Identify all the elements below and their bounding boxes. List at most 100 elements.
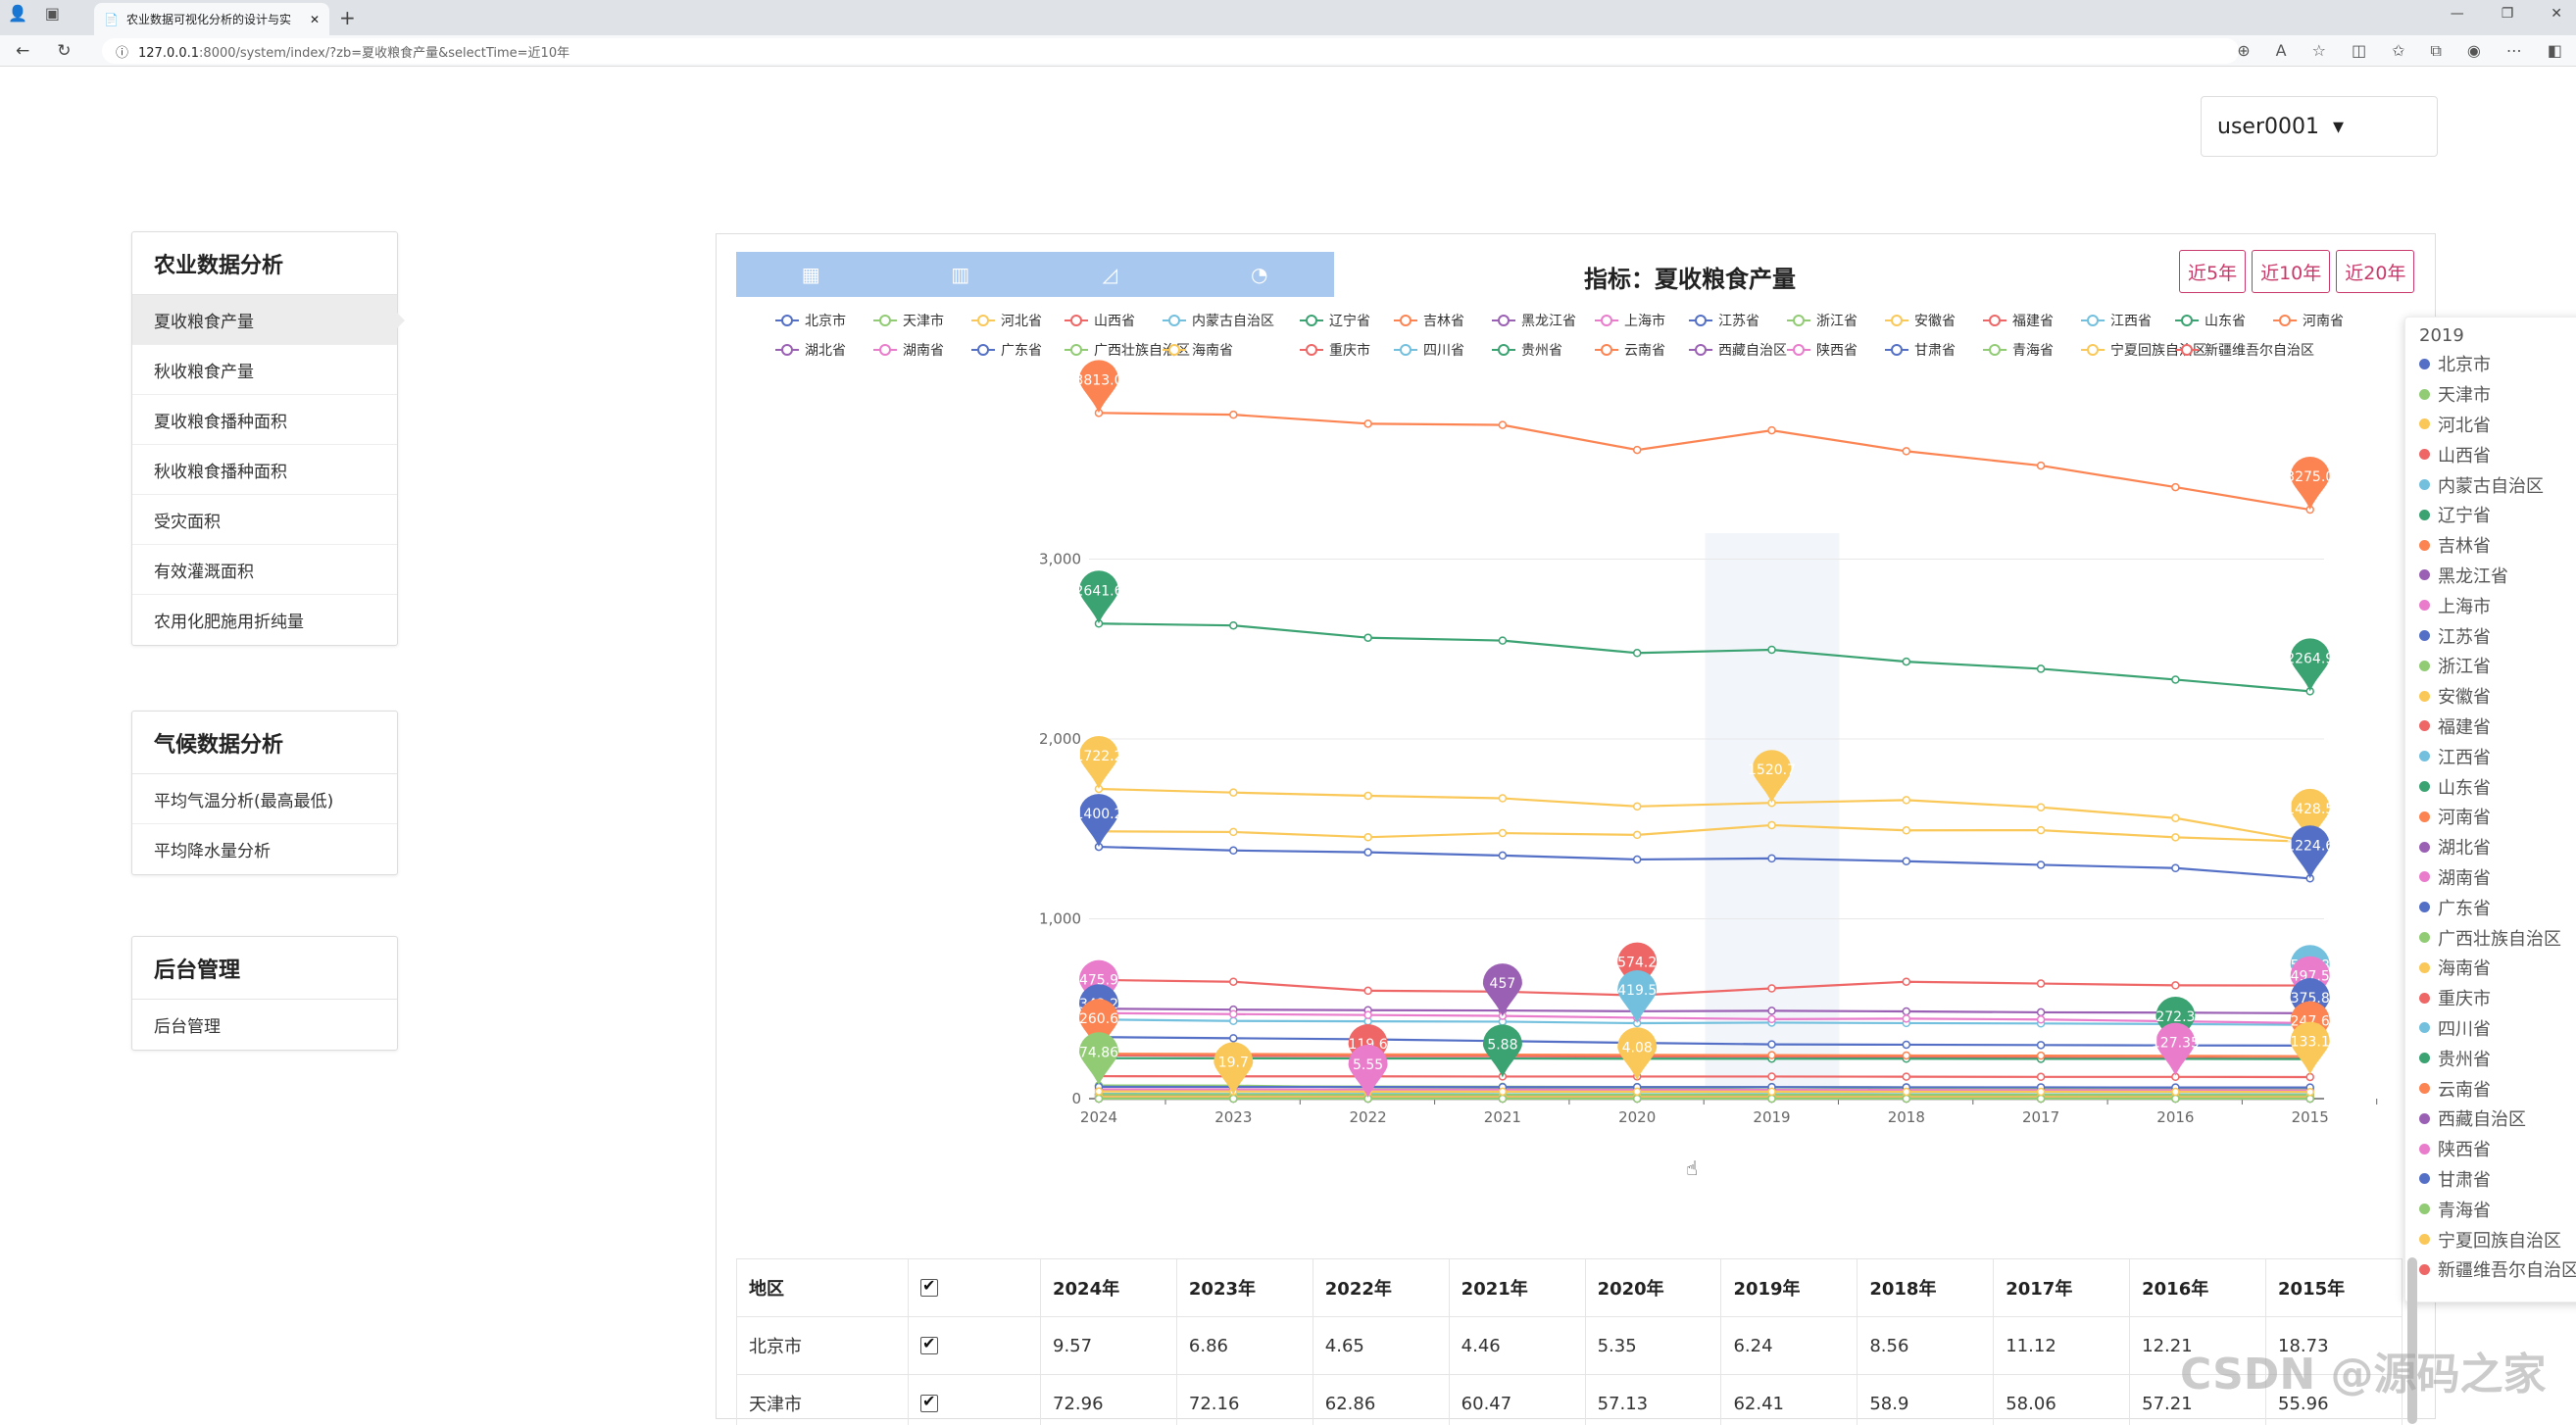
menu-title: 气候数据分析 [132, 712, 397, 774]
tooltip-series-name: 西藏自治区 [2438, 1106, 2576, 1131]
close-window-icon[interactable]: ✕ [2551, 6, 2562, 22]
page-icon: 📄 [104, 13, 119, 26]
pin-label: 4.08 [1622, 1040, 1653, 1056]
series-point [1903, 1096, 1909, 1103]
series-point [1768, 855, 1775, 861]
pin-label: 74.86 [1079, 1045, 1118, 1060]
series-dot-icon [2419, 1173, 2430, 1184]
col-check[interactable] [909, 1259, 1041, 1317]
series-dot-icon [2419, 479, 2430, 490]
tooltip-row: 河北省1,520.76 [2419, 410, 2576, 440]
menu-item-temperature[interactable]: 平均气温分析(最高最低) [132, 774, 397, 824]
menu-item-disaster-area[interactable]: 受灾面积 [132, 495, 397, 545]
info-icon[interactable]: ⓘ [116, 42, 128, 61]
value-cell: 57.13 [1585, 1375, 1721, 1425]
tab-actions-icon[interactable]: ▣ [45, 4, 60, 23]
col-2015[interactable]: 2015年 [2266, 1259, 2403, 1317]
series-point [2172, 814, 2179, 821]
value-cell: 72.16 [1176, 1375, 1313, 1425]
series-dot-icon [2419, 1113, 2430, 1124]
checkbox-cell [909, 1375, 1041, 1425]
series-point [2172, 1096, 2179, 1103]
row-checkbox[interactable] [920, 1337, 938, 1354]
favorite-icon[interactable]: ☆ [2312, 41, 2326, 61]
menu-item-admin[interactable]: 后台管理 [132, 1000, 397, 1050]
x-tick-label: 2020 [1618, 1108, 1656, 1126]
col-2018[interactable]: 2018年 [1858, 1259, 1994, 1317]
series-point [1903, 1015, 1909, 1022]
series-dot-icon [2419, 1264, 2430, 1275]
reload-icon[interactable]: ↻ [57, 41, 71, 61]
extension-icon[interactable]: ◉ [2467, 41, 2481, 61]
tooltip-row: 广东省64.26 [2419, 892, 2576, 922]
x-tick-label: 2018 [1888, 1108, 1925, 1126]
close-tab-icon[interactable]: ✕ [310, 13, 320, 26]
restore-icon[interactable]: ❐ [2502, 6, 2514, 22]
series-point [2038, 804, 2045, 811]
col-2022[interactable]: 2022年 [1313, 1259, 1449, 1317]
menu-item-fertilizer[interactable]: 农用化肥施用折纯量 [132, 595, 397, 645]
menu-item-autumn-grain[interactable]: 秋收粮食产量 [132, 345, 397, 395]
menu-item-autumn-area[interactable]: 秋收粮食播种面积 [132, 445, 397, 495]
tooltip-series-name: 湖南省 [2438, 864, 2576, 890]
browser-tab[interactable]: 📄 农业数据可视化分析的设计与实 ✕ [94, 3, 329, 35]
series-line [1099, 1008, 2310, 1013]
pin-label: 260.6 [1079, 1011, 1118, 1027]
tooltip-row: 重庆市122.88 [2419, 983, 2576, 1013]
series-line [1099, 1089, 2310, 1090]
col-2019[interactable]: 2019年 [1721, 1259, 1858, 1317]
series-point [1230, 847, 1237, 854]
new-tab-icon[interactable]: + [339, 6, 356, 29]
series-point [2038, 1089, 2045, 1096]
sidebar-icon[interactable]: ◧ [2548, 41, 2562, 61]
menu-item-summer-area[interactable]: 夏收粮食播种面积 [132, 395, 397, 445]
col-region[interactable]: 地区 [737, 1259, 909, 1317]
tooltip-series-name: 云南省 [2438, 1076, 2576, 1102]
menu-item-irrigation-area[interactable]: 有效灌溉面积 [132, 545, 397, 595]
series-point [2172, 864, 2179, 871]
tooltip-row: 陕西省442.13 [2419, 1134, 2576, 1164]
series-point [2038, 861, 2045, 868]
user-dropdown[interactable]: user0001 ▾ [2201, 96, 2438, 157]
back-icon[interactable]: ← [16, 41, 29, 61]
tooltip-row: 湖南省48.56 [2419, 862, 2576, 893]
series-point [2038, 827, 2045, 834]
pin-label: 133.1 [2291, 1035, 2330, 1051]
region-cell: 天津市 [737, 1375, 909, 1425]
tooltip-series-name: 吉林省 [2438, 532, 2576, 558]
col-2020[interactable]: 2020年 [1585, 1259, 1721, 1317]
col-2016[interactable]: 2016年 [2130, 1259, 2266, 1317]
tooltip-series-name: 浙江省 [2438, 653, 2576, 678]
minimize-icon[interactable]: — [2451, 6, 2464, 22]
tooltip-row: 四川省422.63 [2419, 1013, 2576, 1044]
series-point [2038, 1016, 2045, 1023]
tooltip-row: 宁夏回族自治区38.82 [2419, 1224, 2576, 1254]
x-tick-label: 2019 [1753, 1108, 1790, 1126]
series-point [1634, 803, 1641, 810]
series-point [2172, 484, 2179, 491]
favorites-icon[interactable]: ✩ [2392, 41, 2404, 61]
select-all-checkbox[interactable] [920, 1279, 938, 1297]
read-aloud-icon[interactable]: A [2276, 41, 2287, 61]
menu-item-precipitation[interactable]: 平均降水量分析 [132, 824, 397, 874]
row-checkbox[interactable] [920, 1395, 938, 1412]
table-row: 北京市9.576.864.654.465.356.248.5611.1212.2… [737, 1317, 2403, 1375]
col-2023[interactable]: 2023年 [1176, 1259, 1313, 1317]
pin-label: 19.7 [1218, 1055, 1249, 1070]
more-icon[interactable]: ⋯ [2506, 41, 2522, 61]
split-screen-icon[interactable]: ◫ [2352, 41, 2366, 61]
menu-item-summer-grain[interactable]: 夏收粮食产量 [132, 295, 397, 345]
profile-icon[interactable]: 👤 [8, 4, 27, 23]
value-cell: 8.56 [1858, 1317, 1994, 1375]
series-point [2038, 1073, 2045, 1080]
tooltip-row: 山东省2,495.96 [2419, 771, 2576, 802]
address-input[interactable]: ⓘ 127.0.0.1:8000/system/index/?zb=夏收粮食产量… [102, 38, 2239, 64]
col-2021[interactable]: 2021年 [1449, 1259, 1585, 1317]
col-2017[interactable]: 2017年 [1994, 1259, 2130, 1317]
zoom-icon[interactable]: ⊕ [2237, 41, 2250, 61]
collections-icon[interactable]: ⧉ [2430, 41, 2441, 61]
col-2024[interactable]: 2024年 [1041, 1259, 1177, 1317]
menu-climate: 气候数据分析 平均气温分析(最高最低) 平均降水量分析 [131, 711, 398, 875]
series-point [1634, 650, 1641, 657]
menu-admin: 后台管理 后台管理 [131, 936, 398, 1051]
